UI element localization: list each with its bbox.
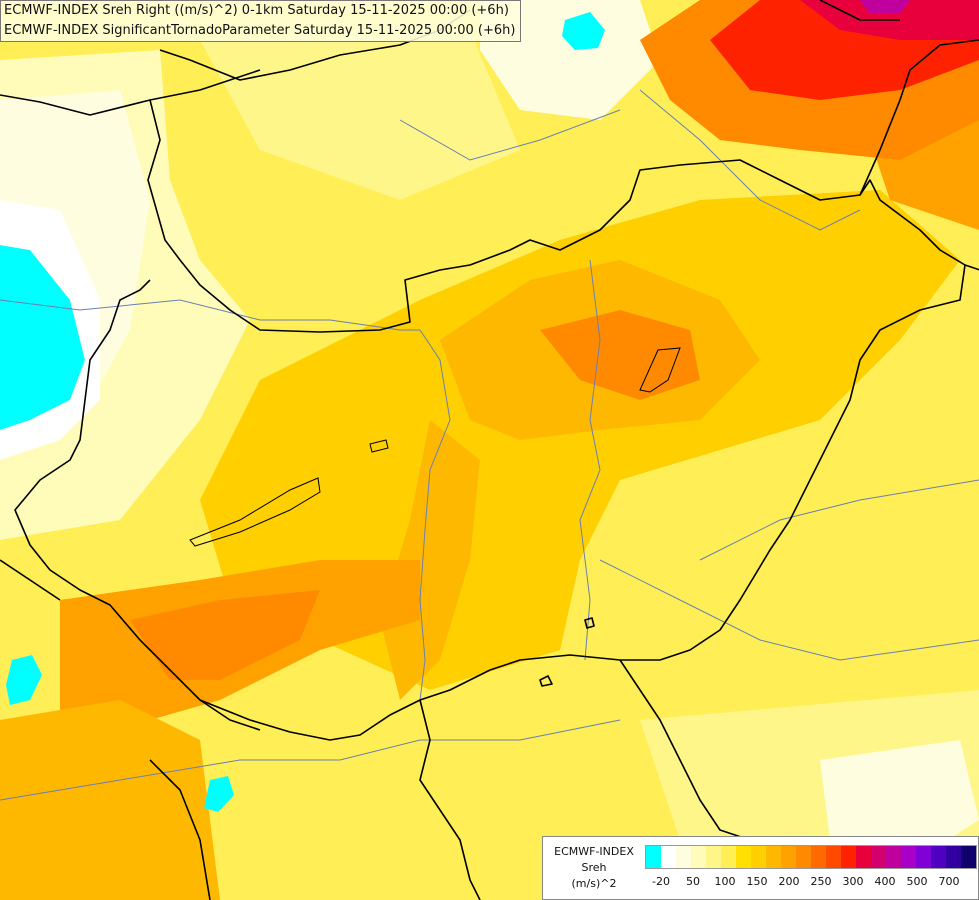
legend-color-scale [645,845,977,869]
legend-swatch [856,846,871,868]
legend-swatch [736,846,751,868]
field-white-west-rim [0,200,100,460]
legend-swatch [646,846,661,868]
legend-swatch [781,846,796,868]
legend-source: ECMWF-INDEX [554,845,634,858]
field-cyan-southwest [6,655,42,705]
map-title-box: ECMWF-INDEX Sreh Right ((m/s)^2) 0-1km S… [0,0,521,42]
field-cyan-north [562,12,605,50]
legend-tick-label: 200 [778,875,800,888]
legend-swatch [871,846,886,868]
legend-tick-label: 700 [938,875,960,888]
legend-swatch [706,846,721,868]
lake-small [369,439,389,453]
field-orange-central-band [380,420,480,700]
legend-swatch [676,846,691,868]
legend-swatch [841,846,856,868]
legend-swatch [721,846,736,868]
legend-tick-label: 250 [810,875,832,888]
field-orange-center [540,310,700,400]
legend-swatch [931,846,946,868]
lake-northeast [639,347,681,393]
legend-variable: Sreh [581,861,607,874]
map-title-line-1: ECMWF-INDEX Sreh Right ((m/s)^2) 0-1km S… [4,3,509,18]
field-cyan-south [204,776,234,812]
legend-tick-label: 150 [746,875,768,888]
legend-swatch [811,846,826,868]
legend-tick-label: 500 [906,875,928,888]
legend-tick-label: 50 [686,875,700,888]
field-white-north [480,0,660,120]
legend-swatch [961,846,976,868]
legend-swatch [691,846,706,868]
legend-tick-label: 400 [874,875,896,888]
legend-unit: (m/s)^2 [571,877,617,890]
field-orange-south [0,700,220,900]
legend-ticks: -20 50 100 150 200 250 300 400 500 700 [645,875,975,889]
legend-swatch [751,846,766,868]
legend-tick-label: 300 [842,875,864,888]
legend-swatch [826,846,841,868]
rivers [0,89,979,801]
field-cyan-west [0,245,85,430]
legend-swatch [946,846,961,868]
legend-swatch [886,846,901,868]
legend-tick-label: -20 [652,875,670,888]
legend-swatch [661,846,676,868]
lake-balaton [189,477,321,547]
map-title-line-2: ECMWF-INDEX SignificantTornadoParameter … [4,23,516,38]
legend-swatch [901,846,916,868]
legend-tick-label: 100 [714,875,736,888]
legend-swatch [766,846,781,868]
color-legend: ECMWF-INDEX Sreh (m/s)^2 -20 50 100 150 200 2… [542,836,979,900]
legend-swatch [916,846,931,868]
field-deep-orange-southwest [130,590,320,680]
legend-swatch [796,846,811,868]
field-purple-northeast [860,0,910,14]
